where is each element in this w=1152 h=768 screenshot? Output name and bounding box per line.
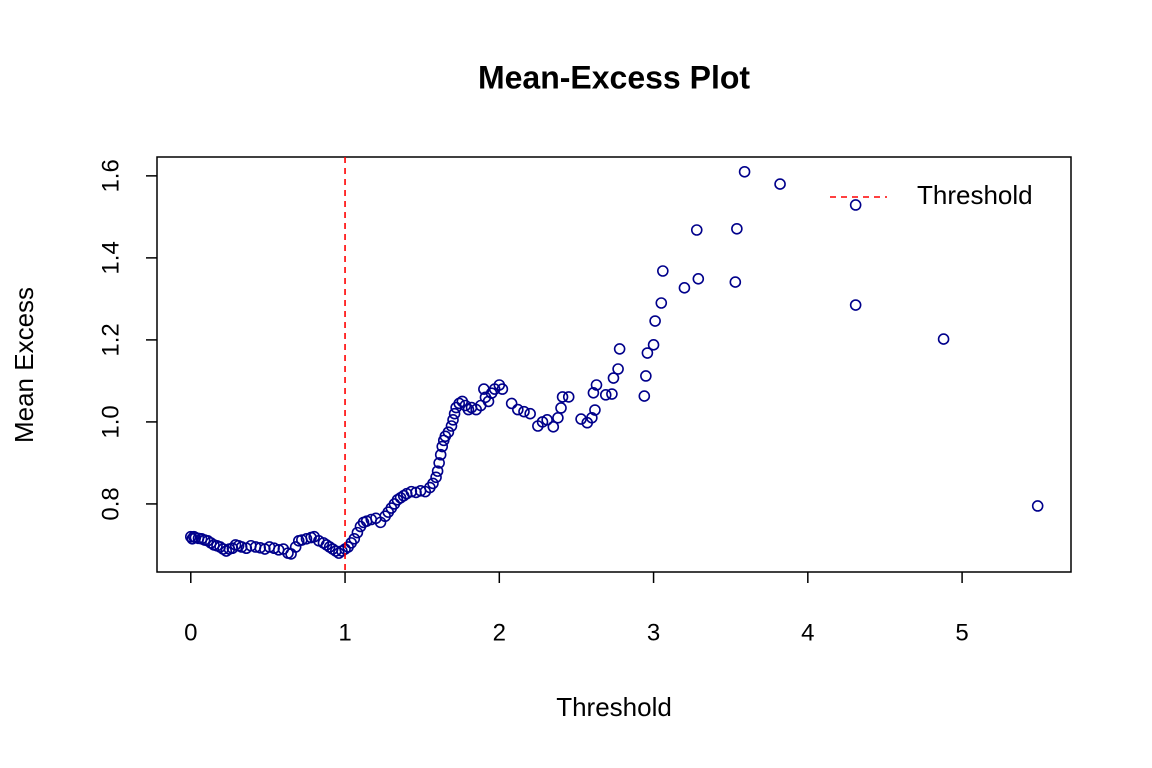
data-point <box>430 471 442 484</box>
x-axis-label: Threshold <box>556 692 672 722</box>
plot-frame <box>156 156 1072 573</box>
data-point <box>1031 500 1044 512</box>
data-point <box>556 391 569 403</box>
data-point <box>541 414 553 426</box>
data-point <box>524 407 536 420</box>
x-tick-label: 5 <box>955 619 968 646</box>
y-tick-label: 0.8 <box>97 487 124 520</box>
data-point <box>184 530 197 543</box>
data-point <box>690 224 703 236</box>
data-point <box>849 199 862 211</box>
data-point <box>657 265 669 277</box>
data-point <box>738 165 751 178</box>
data-point <box>774 178 786 190</box>
data-point <box>640 370 652 382</box>
data-point <box>434 448 447 461</box>
y-tick-label: 1.6 <box>97 159 124 192</box>
data-point <box>606 388 618 400</box>
data-point <box>607 372 620 384</box>
data-point <box>562 391 575 403</box>
data-point <box>547 421 560 433</box>
data-point <box>729 276 742 288</box>
x-tick-label: 4 <box>801 619 814 646</box>
data-point <box>427 477 439 490</box>
data-point <box>587 386 600 399</box>
data-point <box>589 404 601 416</box>
data-point <box>849 299 862 311</box>
y-axis-label: Mean Excess <box>9 287 39 443</box>
data-point <box>649 315 661 327</box>
data-point <box>442 426 455 438</box>
chart-title: Mean-Excess Plot <box>478 59 750 95</box>
y-tick-label: 1.0 <box>97 405 124 438</box>
data-point <box>351 526 364 539</box>
data-point <box>655 297 668 309</box>
data-point <box>433 457 445 469</box>
y-tick-label: 1.2 <box>97 323 124 356</box>
data-point <box>692 272 705 285</box>
x-tick-label: 1 <box>338 619 351 646</box>
data-point <box>505 397 518 410</box>
data-point <box>496 383 509 395</box>
data-point <box>575 413 587 425</box>
data-point <box>612 363 624 375</box>
data-point <box>647 339 660 351</box>
data-point <box>289 541 302 553</box>
data-point <box>599 389 612 401</box>
x-tick-label: 0 <box>184 619 197 646</box>
x-tick-label: 2 <box>493 619 506 646</box>
data-point <box>447 414 459 426</box>
data-point <box>512 403 524 416</box>
data-point <box>448 407 461 420</box>
x-tick-label: 3 <box>647 619 660 646</box>
data-point <box>590 379 603 391</box>
data-point <box>586 412 598 424</box>
data-point <box>518 405 530 418</box>
legend-label: Threshold <box>917 180 1033 210</box>
y-tick-label: 1.4 <box>97 241 124 274</box>
data-point <box>731 222 743 235</box>
data-point <box>555 402 567 414</box>
data-point <box>641 347 654 359</box>
data-point <box>638 390 651 402</box>
data-point <box>678 282 691 294</box>
data-point <box>937 333 950 345</box>
data-point <box>300 532 313 545</box>
data-point <box>613 343 626 355</box>
data-point <box>445 420 458 432</box>
data-point <box>431 465 444 477</box>
data-point <box>348 532 361 545</box>
data-point <box>436 440 449 453</box>
